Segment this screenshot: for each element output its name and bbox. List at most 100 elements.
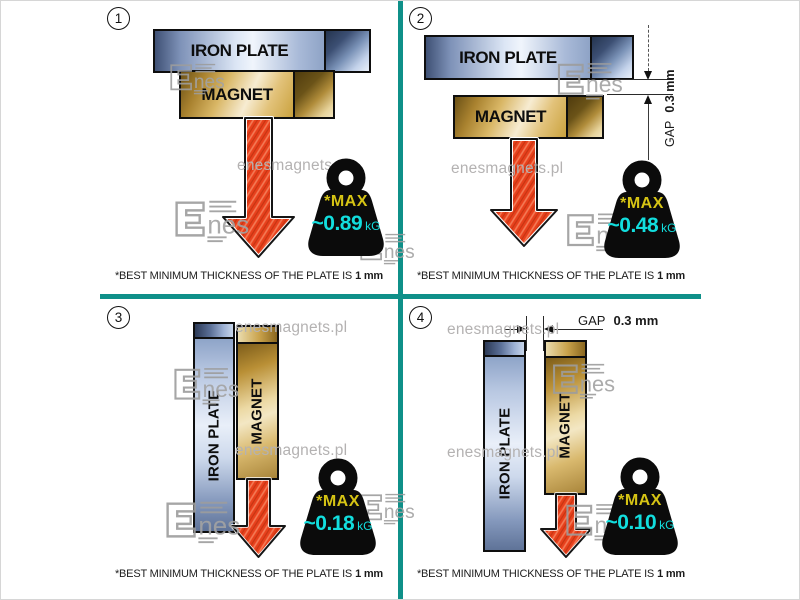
divider-vertical xyxy=(398,1,403,599)
panel1-magnet-block: MAGNET xyxy=(179,70,335,119)
site-watermark: enesmagnets.pl xyxy=(235,442,348,459)
panel2-gap-value: 0.3 mm xyxy=(663,69,677,113)
site-watermark: enesmagnets.pl xyxy=(447,321,560,338)
panel4-iron-plate-face: IRON PLATE xyxy=(483,355,526,552)
panel4-footnote-bold: 1 mm xyxy=(657,568,686,580)
panel2-gap-arrow-up-icon xyxy=(644,95,652,104)
panel4-weight-unit: kG xyxy=(659,518,675,532)
enes-logo-text: nes xyxy=(384,502,415,523)
panel3-footnote-text: *BEST MINIMUM THICKNESS OF THE PLATE IS xyxy=(114,568,353,580)
panel2-footnote-text: *BEST MINIMUM THICKNESS OF THE PLATE IS xyxy=(416,270,655,282)
panel2-iron-plate-block: IRON PLATE xyxy=(424,35,634,80)
enes-logo-text: nes xyxy=(198,510,240,540)
panel4-footnote: *BEST MINIMUM THICKNESS OF THE PLATE IS 1… xyxy=(401,568,701,580)
panel4-gap-dimension-line-right xyxy=(553,329,603,331)
panel1-weight-shape xyxy=(308,158,384,256)
panel1-footnote-text: *BEST MINIMUM THICKNESS OF THE PLATE IS xyxy=(114,270,353,282)
panel1-iron-plate-label: IRON PLATE xyxy=(190,41,289,60)
site-watermark: enesmagnets.pl xyxy=(235,319,348,336)
panel2-force-arrow-icon xyxy=(489,137,559,248)
enes-logo-watermark: nes xyxy=(360,493,415,525)
panel1-iron-plate-side-face xyxy=(324,29,371,73)
panel4-gap-dimension-line-left xyxy=(505,329,519,331)
panel1-max-label: *MAX xyxy=(324,193,368,210)
enes-logo-watermark: nes xyxy=(557,63,623,100)
panel1-weight-unit: kG xyxy=(365,219,381,233)
panel3-weight-unit: kG xyxy=(357,519,373,533)
panel2-gap-label-text: GAP xyxy=(663,120,677,147)
panel4-max-label: *MAX xyxy=(618,492,662,509)
panel2-magnet-label: MAGNET xyxy=(474,107,547,126)
panel3-max-label: *MAX xyxy=(316,493,360,510)
enes-logo-text: nes xyxy=(203,376,240,402)
panel4-magnet-label: MAGNET xyxy=(557,392,575,459)
panel1-force-arrow-icon xyxy=(221,116,296,259)
enes-logo-text: nes xyxy=(207,209,249,239)
panel4-force-arrow-icon xyxy=(539,492,593,559)
panel3-magnet-block: MAGNET xyxy=(236,325,279,480)
panel1-weight-value: ~0.89 kG xyxy=(300,212,392,236)
panel2-iron-plate-label: IRON PLATE xyxy=(459,47,557,67)
panel2-weight-value: ~0.48 kG xyxy=(597,214,687,238)
panel4-gap-label: GAP 0.3 mm xyxy=(578,313,658,328)
panel3-number-badge: 3 xyxy=(107,306,130,329)
panel2-gap-extension-line-top xyxy=(648,25,649,71)
panel4-gap-arrow-right-icon xyxy=(517,325,526,333)
panel2-footnote-bold: 1 mm xyxy=(657,270,686,282)
panel4-gap-label-text: GAP xyxy=(578,313,606,328)
enes-logo-text: nes xyxy=(384,242,415,263)
panel2-weight-shape xyxy=(604,160,680,258)
panel2-footnote: *BEST MINIMUM THICKNESS OF THE PLATE IS 1… xyxy=(401,270,701,282)
panel3-footnote: *BEST MINIMUM THICKNESS OF THE PLATE IS 1… xyxy=(99,568,399,580)
panel2-gap-arrow-down-icon xyxy=(644,71,652,80)
panel1-magnet-face: MAGNET xyxy=(179,70,295,119)
panel1-magnet-label: MAGNET xyxy=(201,84,273,104)
panel1-magnet-side-face xyxy=(293,70,335,119)
site-watermark: enesmagnets.pl xyxy=(447,444,560,461)
panel2-number-badge: 2 xyxy=(409,7,432,30)
panel4-number-badge: 4 xyxy=(409,306,432,329)
panel2-max-label: *MAX xyxy=(620,195,664,212)
panel4-weight-number: ~0.10 xyxy=(605,511,657,534)
panel1-number-badge: 1 xyxy=(107,7,130,30)
panel1-footnote-bold: 1 mm xyxy=(355,270,384,282)
enes-logo-watermark: nes xyxy=(170,63,225,95)
panel2-magnet-side-face xyxy=(566,95,604,139)
panel4-weight-icon: *MAX ~0.10 kG xyxy=(595,456,685,560)
panel2-gap-label: GAP 0.3 mm xyxy=(663,70,677,148)
panel4-gap-arrow-left-icon xyxy=(544,325,553,333)
panel2-weight-number: ~0.48 xyxy=(607,214,659,237)
panel4-iron-plate-block: IRON PLATE xyxy=(483,340,526,552)
divider-horizontal xyxy=(100,294,701,299)
panel1-footnote: *BEST MINIMUM THICKNESS OF THE PLATE IS 1… xyxy=(99,270,399,282)
site-watermark: enesmagnets.pl xyxy=(451,160,564,177)
panel2-gap-tick-top xyxy=(619,79,673,81)
panel2-gap-extension-line-bottom xyxy=(648,104,649,160)
enes-logo-watermark: nes xyxy=(175,200,249,243)
panel3-weight-number: ~0.18 xyxy=(303,512,355,535)
panel2-weight-unit: kG xyxy=(661,221,677,235)
enes-logo-text: nes xyxy=(580,371,615,396)
panel4-weight-value: ~0.10 kG xyxy=(595,511,685,535)
panel4-gap-value: 0.3 mm xyxy=(613,313,659,328)
enes-logo-text: nes xyxy=(194,72,225,93)
panel4-magnet-block: MAGNET xyxy=(544,340,587,495)
panel4-gap-tick-left xyxy=(526,316,528,351)
panel3-magnet-face: MAGNET xyxy=(236,342,279,480)
panel3-weight-shape xyxy=(300,458,376,555)
panel4-weight-shape xyxy=(602,457,678,555)
site-watermark: enesmagnets.pl xyxy=(237,157,350,174)
panel4-magnet-face: MAGNET xyxy=(544,356,587,495)
panel3-weight-icon: *MAX ~0.18 kG xyxy=(293,457,383,560)
panel1-weight-number: ~0.89 xyxy=(311,212,363,235)
panel2-gap-tick-bottom xyxy=(607,94,673,96)
panel3-weight-value: ~0.18 kG xyxy=(293,512,383,536)
enes-logo-text: nes xyxy=(586,71,623,97)
panel1-weight-icon: *MAX ~0.89 kG xyxy=(300,157,392,263)
panel4-footnote-text: *BEST MINIMUM THICKNESS OF THE PLATE IS xyxy=(416,568,655,580)
panel4-gap-tick-right xyxy=(543,316,545,351)
panel3-force-arrow-icon xyxy=(230,477,287,559)
enes-logo-watermark: nes xyxy=(553,363,615,399)
panel3-footnote-bold: 1 mm xyxy=(355,568,384,580)
